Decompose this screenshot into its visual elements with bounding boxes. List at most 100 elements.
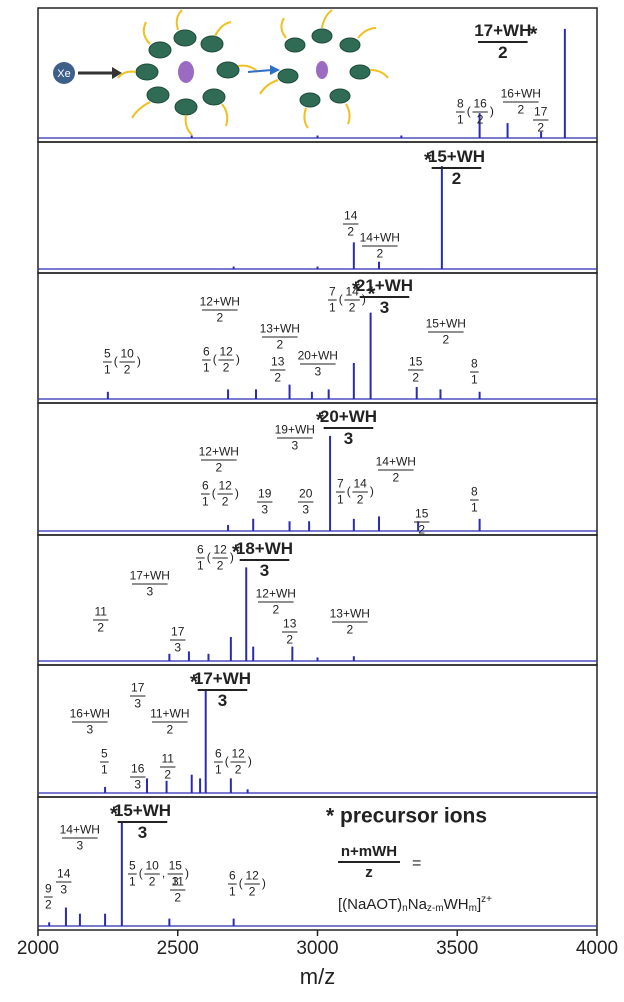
label-denominator: 3 [260, 561, 269, 580]
label-numerator: 12 [213, 543, 227, 557]
label-numerator: 13+WH [260, 322, 300, 336]
label-numerator: 11+WH [150, 707, 189, 721]
x-tick-label: 4000 [576, 938, 618, 959]
x-axis-label: m/z [300, 964, 335, 989]
label-numerator: 12 [231, 747, 245, 761]
label-numerator: 13+WH [330, 607, 370, 621]
micelle-head [285, 38, 305, 52]
xe-label: Xe [57, 68, 70, 80]
label-numerator: 10 [145, 859, 159, 873]
label-numerator: 7 [329, 285, 336, 299]
label-text: * [530, 23, 538, 45]
label-denominator: 1 [202, 494, 209, 508]
label-numerator: 17+WH [130, 569, 170, 583]
label-numerator: 10 [120, 347, 134, 361]
label-numerator: 19 [258, 487, 272, 501]
label-denominator: 1 [215, 762, 222, 776]
micelle-head [312, 29, 332, 43]
label-denominator: 2 [347, 224, 354, 238]
label-numerator: 11 [94, 605, 107, 619]
label-numerator: 14+WH [60, 823, 100, 837]
label-text: ) [370, 484, 374, 498]
label-denominator: 2 [216, 310, 223, 324]
label-denominator: 1 [104, 362, 111, 376]
label-denominator: 3 [344, 429, 353, 448]
label-denominator: 2 [286, 632, 293, 646]
label-denominator: 2 [276, 337, 283, 351]
label-numerator: 20+WH [320, 407, 377, 426]
label-numerator: 20 [299, 487, 313, 501]
label-numerator: 12 [218, 479, 232, 493]
label-denominator: 1 [471, 372, 478, 386]
label-denominator: 2 [272, 602, 279, 616]
panel-frame [38, 535, 597, 665]
micelle-head [136, 64, 158, 80]
micelle-head [175, 99, 197, 115]
label-denominator: 3 [60, 882, 67, 896]
label-numerator: 12+WH [199, 445, 239, 459]
label-denominator: 3 [134, 777, 141, 791]
label-denominator: 2 [166, 722, 173, 736]
label-numerator: 14 [353, 477, 367, 491]
label-denominator: 3 [291, 438, 298, 452]
label-denominator: 2 [498, 43, 507, 62]
label-text: ( [347, 484, 351, 498]
label-text: ) [362, 292, 366, 306]
label-denominator: 2 [357, 492, 364, 506]
micelle-head [217, 62, 239, 78]
label-denominator: 3 [146, 584, 153, 598]
label-text: ) [235, 486, 239, 500]
label-denominator: 2 [274, 370, 281, 384]
label-text: ( [239, 876, 243, 890]
label-numerator: 8 [457, 97, 464, 111]
label-numerator: 16+WH [70, 707, 110, 721]
label-denominator: 1 [337, 492, 344, 506]
label-numerator: 14 [57, 867, 71, 881]
label-denominator: 3 [86, 722, 93, 736]
label-numerator: 16 [473, 97, 487, 111]
label-numerator: 17+WH [474, 21, 531, 40]
label-denominator: 3 [218, 691, 227, 710]
micelle-head [149, 42, 171, 58]
label-text: ) [262, 876, 266, 890]
label-text: ) [248, 754, 252, 768]
label-text: , [162, 866, 165, 880]
ion-part: m [469, 903, 477, 914]
label-numerator: 11 [171, 875, 184, 889]
label-numerator: 6 [202, 479, 209, 493]
label-denominator: 3 [76, 838, 83, 852]
label-numerator: 14+WH [376, 455, 416, 469]
label-denominator: 3 [380, 298, 389, 317]
label-numerator: 14 [344, 209, 358, 223]
x-tick-label: 3000 [296, 938, 338, 959]
label-numerator: 15+WH [428, 147, 485, 166]
label-denominator: 2 [412, 370, 419, 384]
label-denominator: 2 [249, 884, 256, 898]
label-numerator: 6 [203, 345, 210, 359]
label-denominator: 2 [537, 120, 544, 134]
label-denominator: 2 [222, 494, 229, 508]
label-denominator: 2 [164, 767, 171, 781]
label-denominator: 2 [174, 890, 181, 904]
label-text: ( [225, 754, 229, 768]
label-text: * [368, 283, 376, 305]
label-denominator: 2 [45, 897, 52, 911]
label-denominator: 3 [261, 502, 268, 516]
panel-frame [38, 665, 597, 797]
label-denominator: 1 [197, 558, 204, 572]
label-denominator: 1 [329, 300, 336, 314]
label-denominator: 2 [392, 470, 399, 484]
label-denominator: 2 [346, 622, 353, 636]
label-denominator: 2 [442, 332, 449, 346]
xe-arrow-head [112, 67, 122, 79]
x-tick-label: 2000 [17, 938, 59, 959]
label-denominator: 2 [376, 246, 383, 260]
micelle-head [350, 65, 370, 79]
micelle-head [203, 89, 225, 105]
ion-part: WH [444, 896, 469, 913]
label-numerator: 5 [129, 859, 136, 873]
label-numerator: 15 [415, 507, 429, 521]
label-numerator: 13 [283, 617, 297, 631]
ion-part: z-m [427, 903, 444, 914]
label-text: ) [490, 104, 494, 118]
